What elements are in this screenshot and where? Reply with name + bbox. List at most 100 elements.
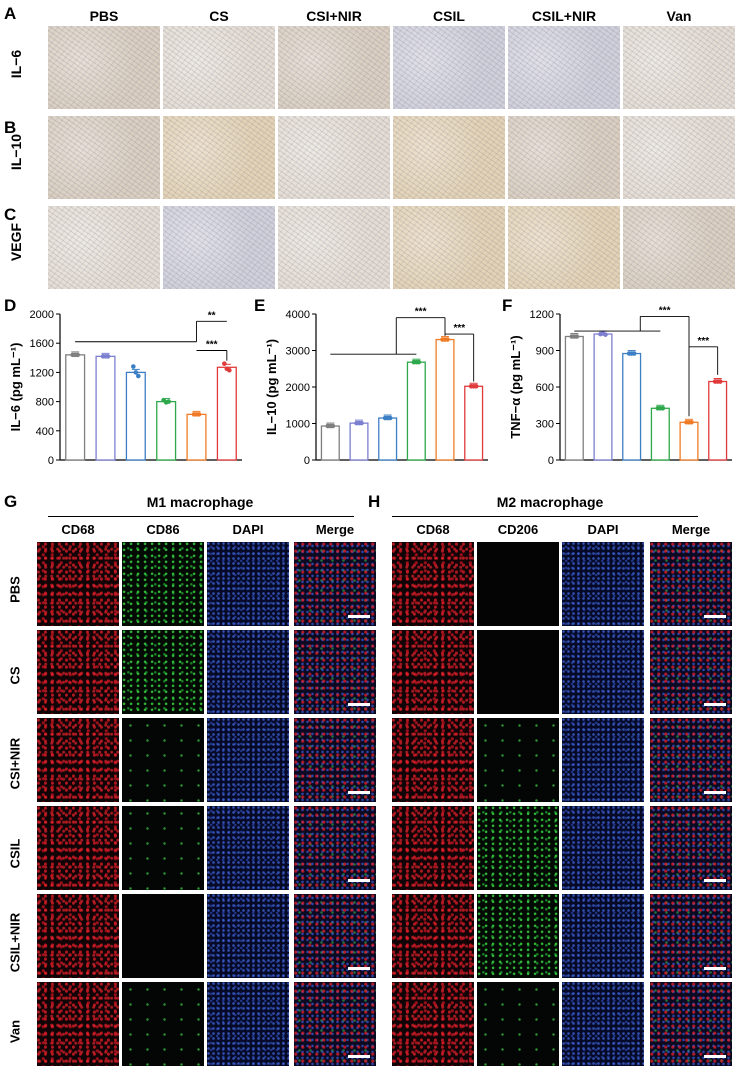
fluorescence-image	[37, 542, 119, 626]
m2-underline	[392, 516, 698, 517]
m1-underline	[48, 516, 354, 517]
bar	[622, 352, 642, 461]
m1-col-header: CD86	[146, 522, 180, 537]
ihc-image	[393, 206, 505, 289]
fluorescence-image	[392, 806, 474, 890]
ihc-row-header: IL−6	[8, 49, 24, 79]
fluorescence-image	[650, 806, 732, 890]
panel-letter-a: A	[4, 4, 17, 23]
m2-col-header: DAPI	[587, 522, 619, 537]
significance-label: ***	[415, 307, 427, 318]
fluorescence-image	[392, 982, 474, 1066]
m1-col-header: CD68	[61, 522, 95, 537]
ihc-image	[48, 116, 160, 199]
fluorescence-image	[392, 894, 474, 978]
panel-letter-f: F	[502, 296, 513, 315]
fluorescence-image	[207, 718, 289, 802]
fluorescence-image	[122, 542, 204, 626]
fluorescence-image	[650, 982, 732, 1066]
fluorescence-image	[477, 542, 559, 626]
fluorescence-image	[294, 982, 376, 1066]
y-tick-label: 0	[304, 455, 310, 467]
ihc-image	[508, 206, 620, 289]
fluorescence-image	[562, 806, 644, 890]
bar	[679, 421, 699, 461]
bar	[378, 417, 398, 461]
scale-bar	[348, 879, 370, 882]
ihc-image	[393, 116, 505, 199]
fluorescence-image	[37, 630, 119, 714]
scale-bar	[348, 615, 370, 618]
y-tick-label: 3000	[286, 346, 310, 358]
data-point	[166, 399, 171, 404]
m2-col-header: CD68	[416, 522, 450, 537]
fluorescence-image	[392, 630, 474, 714]
y-tick-label: 1000	[286, 419, 310, 431]
y-tick-label: 4000	[286, 309, 310, 321]
bar	[564, 335, 584, 461]
fluorescence-image	[294, 718, 376, 802]
ihc-image	[623, 206, 735, 289]
bar	[406, 361, 426, 461]
panel-letter-e: E	[254, 296, 266, 315]
fluorescence-image	[650, 718, 732, 802]
data-point	[445, 337, 450, 342]
fluorescence-image	[122, 894, 204, 978]
fluorescence-image	[122, 982, 204, 1066]
fluorescence-image	[294, 806, 376, 890]
y-tick-label: 900	[536, 346, 554, 358]
fluorescence-image	[650, 894, 732, 978]
fluorescence-image	[207, 894, 289, 978]
m2-col-header: CD206	[497, 522, 539, 537]
fluorescence-image	[477, 982, 559, 1066]
data-point	[359, 420, 364, 426]
bar	[708, 380, 728, 461]
data-point	[689, 419, 694, 425]
data-point	[105, 354, 111, 359]
data-point	[75, 352, 80, 358]
ihc-image	[163, 206, 275, 289]
ihc-image	[508, 116, 620, 199]
fluorescence-image	[562, 630, 644, 714]
panel-letter-g: G	[4, 492, 18, 511]
ihc-image	[623, 26, 735, 109]
bar	[156, 400, 177, 461]
fluorescence-image	[477, 718, 559, 802]
fluorescence-image	[122, 718, 204, 802]
y-tick-label: 2000	[30, 309, 54, 321]
scale-bar	[704, 615, 726, 618]
bar	[216, 366, 237, 461]
fluor-row-header: CSIL+NIR	[7, 912, 23, 973]
m2-col-header: Merge	[671, 522, 711, 537]
y-tick-label: 800	[36, 397, 54, 409]
ihc-image	[163, 26, 275, 109]
y-tick-label: 0	[48, 455, 54, 467]
fluorescence-image	[294, 542, 376, 626]
y-tick-label: 2000	[286, 382, 310, 394]
m1-title: M1 macrophage	[146, 494, 254, 510]
data-point	[131, 364, 136, 369]
fluorescence-image	[392, 542, 474, 626]
fluorescence-image	[122, 630, 204, 714]
data-point	[473, 383, 479, 389]
y-axis-label: TNF−α (pg mL⁻¹)	[508, 335, 523, 438]
scale-bar	[348, 967, 370, 970]
fluor-row-header: CS	[7, 666, 23, 685]
fluorescence-image	[37, 718, 119, 802]
panel-letter-c: C	[4, 205, 17, 224]
fluorescence-image	[207, 982, 289, 1066]
m1-col-header: Merge	[315, 522, 355, 537]
y-tick-label: 300	[536, 419, 554, 431]
ihc-row-header: VEGF	[8, 222, 24, 262]
fluorescence-image	[562, 718, 644, 802]
data-point	[136, 373, 141, 379]
fluorescence-image	[207, 542, 289, 626]
bar	[65, 354, 86, 461]
fluorescence-image	[37, 894, 119, 978]
fluor-row-header: CSIL	[7, 838, 23, 869]
ihc-col-header: CSIL+NIR	[531, 8, 597, 24]
fluorescence-image	[562, 542, 644, 626]
ihc-image	[163, 116, 275, 199]
data-point	[227, 367, 232, 373]
bar	[435, 338, 455, 461]
